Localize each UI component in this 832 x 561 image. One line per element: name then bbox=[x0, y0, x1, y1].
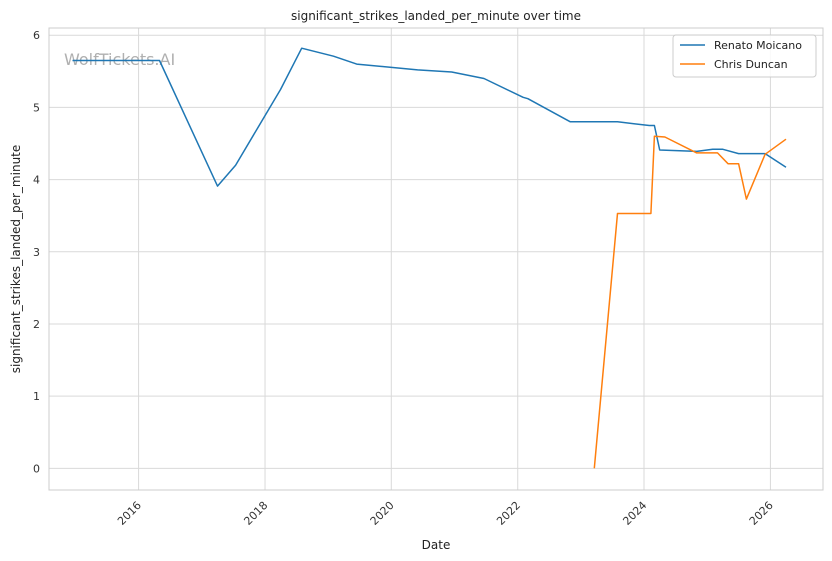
legend-label-1: Chris Duncan bbox=[714, 58, 788, 71]
x-axis-ticks: 2016 2018 2020 2022 2024 2026 bbox=[115, 499, 776, 528]
chart-title: significant_strikes_landed_per_minute ov… bbox=[291, 9, 581, 23]
series-line-1 bbox=[593, 135, 787, 469]
x-tick-label: 2022 bbox=[494, 499, 523, 528]
y-tick-label: 2 bbox=[33, 318, 40, 331]
watermark: WolfTickets.AI bbox=[64, 50, 175, 69]
legend-label-0: Renato Moicano bbox=[714, 39, 802, 52]
y-tick-label: 0 bbox=[33, 462, 40, 475]
legend-box bbox=[672, 34, 817, 78]
x-tick-label: 2020 bbox=[368, 499, 397, 528]
y-axis-title: significant_strikes_landed_per_minute bbox=[9, 145, 23, 374]
x-tick-label: 2024 bbox=[620, 499, 649, 528]
plot-area bbox=[48, 27, 824, 491]
x-tick-label: 2016 bbox=[115, 499, 144, 528]
grid bbox=[49, 28, 823, 490]
series-line-0 bbox=[72, 47, 787, 187]
y-tick-label: 5 bbox=[33, 101, 40, 114]
series-lines bbox=[72, 47, 787, 469]
y-tick-label: 6 bbox=[33, 29, 40, 42]
y-axis-ticks: 0 1 2 3 4 5 6 bbox=[33, 29, 40, 475]
legend: Renato Moicano Chris Duncan bbox=[672, 34, 817, 78]
y-tick-label: 3 bbox=[33, 246, 40, 259]
x-axis-title: Date bbox=[422, 538, 451, 552]
y-tick-label: 1 bbox=[33, 390, 40, 403]
x-tick-label: 2018 bbox=[241, 499, 270, 528]
x-tick-label: 2026 bbox=[747, 499, 776, 528]
y-tick-label: 4 bbox=[33, 174, 40, 187]
